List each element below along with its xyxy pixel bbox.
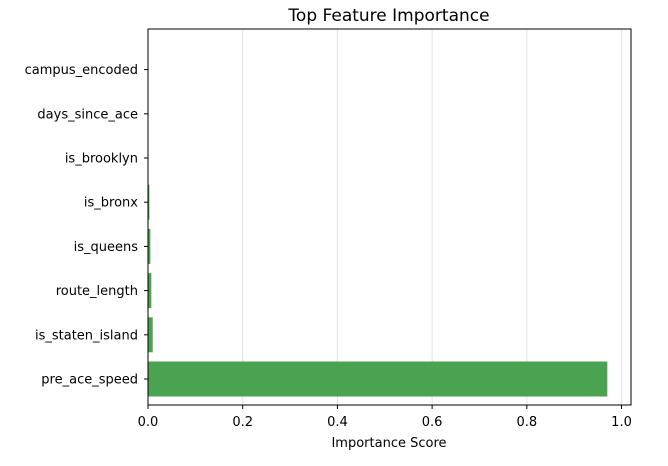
y-axis-ticks: campus_encoded days_since_ace is_brooklyni… <box>25 63 148 388</box>
x-tick-label: 0.0 <box>138 415 159 430</box>
bar-is-queens <box>148 228 151 264</box>
y-tick-label: campus_encoded <box>25 63 138 78</box>
chart-title: Top Feature Importance <box>287 6 489 26</box>
x-axis-ticks: 0.0 0.2 0.4 0.6 0.8 1.0 <box>138 405 632 430</box>
grid-lines <box>242 29 623 405</box>
y-tick-label: is_queens <box>74 240 139 255</box>
plot-frame <box>147 28 632 406</box>
y-tick-label: pre_ace_speed <box>41 373 138 388</box>
y-tick-label: days_since_ace <box>37 107 138 122</box>
bar-pre-ace-speed <box>148 361 608 397</box>
y-tick-label: is_brooklyn <box>65 152 138 167</box>
bar-is-staten-island <box>148 317 153 353</box>
y-tick-label: is_staten_island <box>35 328 138 343</box>
y-tick-label: route_length <box>56 284 138 299</box>
x-tick-label: 0.6 <box>422 415 443 430</box>
x-tick-label: 0.8 <box>516 415 537 430</box>
x-tick-label: 1.0 <box>611 415 632 430</box>
y-tick-label: is_bronx <box>84 196 138 211</box>
bars <box>148 184 608 397</box>
bar-route-length <box>148 273 152 309</box>
bar-is-bronx <box>148 184 150 220</box>
x-tick-label: 0.2 <box>232 415 253 430</box>
x-axis-label: Importance Score <box>331 436 446 451</box>
x-tick-label: 0.4 <box>327 415 348 430</box>
